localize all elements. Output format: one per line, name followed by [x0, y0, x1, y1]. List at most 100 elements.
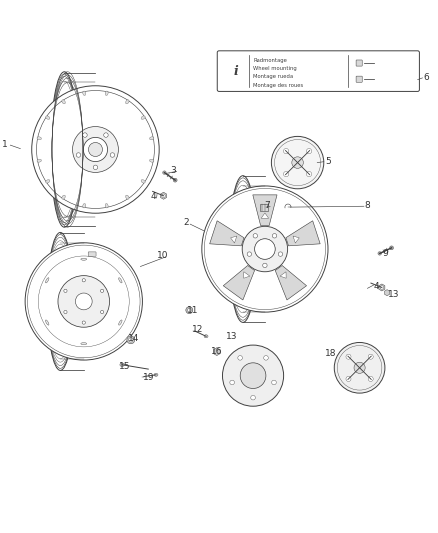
Circle shape: [354, 362, 365, 373]
FancyBboxPatch shape: [261, 204, 268, 211]
Text: Montage rueda: Montage rueda: [253, 75, 293, 79]
Circle shape: [162, 194, 165, 198]
Circle shape: [129, 338, 133, 342]
Circle shape: [223, 345, 284, 406]
Ellipse shape: [141, 180, 145, 183]
Ellipse shape: [126, 195, 129, 199]
Circle shape: [251, 395, 255, 400]
Polygon shape: [230, 236, 237, 243]
Ellipse shape: [149, 159, 154, 162]
Ellipse shape: [110, 153, 115, 157]
Ellipse shape: [154, 373, 158, 376]
Circle shape: [368, 376, 373, 382]
Text: 9: 9: [382, 249, 388, 258]
Ellipse shape: [272, 233, 277, 238]
Ellipse shape: [105, 91, 108, 95]
Ellipse shape: [120, 363, 124, 367]
Text: 10: 10: [156, 251, 168, 260]
Circle shape: [283, 172, 289, 177]
Polygon shape: [160, 192, 166, 199]
Circle shape: [346, 354, 351, 359]
Text: 8: 8: [364, 201, 370, 210]
Text: i: i: [233, 64, 238, 78]
Circle shape: [264, 356, 268, 360]
Text: 6: 6: [424, 74, 429, 83]
Ellipse shape: [278, 252, 283, 256]
Ellipse shape: [73, 126, 118, 173]
Ellipse shape: [263, 263, 267, 268]
Text: 2: 2: [184, 219, 189, 228]
Ellipse shape: [62, 100, 65, 104]
FancyBboxPatch shape: [217, 51, 420, 92]
Ellipse shape: [173, 178, 177, 182]
Circle shape: [283, 149, 289, 154]
Circle shape: [187, 309, 191, 312]
Text: 12: 12: [191, 325, 203, 334]
Ellipse shape: [83, 138, 108, 161]
Text: 16: 16: [211, 347, 223, 356]
Ellipse shape: [149, 137, 154, 140]
Text: Radmontage: Radmontage: [253, 58, 287, 63]
Circle shape: [307, 172, 312, 177]
Ellipse shape: [242, 227, 288, 272]
Polygon shape: [275, 265, 307, 300]
Circle shape: [272, 380, 276, 385]
Ellipse shape: [83, 204, 86, 208]
Text: 4: 4: [373, 281, 379, 290]
Ellipse shape: [100, 289, 104, 293]
Ellipse shape: [105, 204, 108, 208]
Circle shape: [346, 376, 351, 382]
Circle shape: [240, 363, 266, 389]
Ellipse shape: [254, 239, 275, 259]
Text: 1: 1: [2, 140, 8, 149]
Circle shape: [334, 343, 385, 393]
Circle shape: [127, 336, 135, 344]
Ellipse shape: [76, 153, 81, 157]
Ellipse shape: [46, 180, 50, 183]
Text: 11: 11: [187, 305, 198, 314]
Text: 4: 4: [151, 192, 156, 201]
Polygon shape: [385, 289, 390, 296]
Ellipse shape: [119, 320, 122, 325]
Ellipse shape: [141, 116, 145, 119]
Polygon shape: [253, 195, 277, 225]
Ellipse shape: [100, 310, 104, 313]
Ellipse shape: [119, 278, 122, 283]
Polygon shape: [244, 272, 250, 278]
Polygon shape: [210, 221, 244, 246]
Polygon shape: [213, 348, 220, 356]
Ellipse shape: [378, 252, 381, 255]
Ellipse shape: [62, 195, 65, 199]
Text: 18: 18: [325, 349, 336, 358]
Circle shape: [272, 136, 324, 189]
Polygon shape: [286, 221, 320, 246]
Circle shape: [186, 306, 193, 313]
Ellipse shape: [104, 133, 108, 138]
Circle shape: [238, 356, 242, 360]
Ellipse shape: [88, 142, 102, 157]
Circle shape: [368, 354, 373, 359]
Text: Wheel mounting: Wheel mounting: [253, 66, 297, 71]
Ellipse shape: [58, 276, 110, 327]
Polygon shape: [280, 272, 286, 278]
Ellipse shape: [81, 343, 87, 345]
Ellipse shape: [93, 165, 98, 169]
Ellipse shape: [82, 279, 85, 282]
Text: 5: 5: [325, 157, 331, 166]
Ellipse shape: [25, 243, 142, 360]
FancyBboxPatch shape: [356, 60, 362, 66]
Text: 15: 15: [120, 362, 131, 372]
Text: Montage des roues: Montage des roues: [253, 83, 303, 88]
Ellipse shape: [81, 258, 87, 260]
Ellipse shape: [37, 159, 42, 162]
Ellipse shape: [46, 116, 50, 119]
Text: 13: 13: [226, 332, 238, 341]
FancyBboxPatch shape: [356, 76, 362, 82]
Circle shape: [380, 286, 384, 289]
Ellipse shape: [247, 252, 251, 256]
Ellipse shape: [253, 233, 258, 238]
Ellipse shape: [75, 293, 92, 310]
Ellipse shape: [204, 335, 208, 338]
Polygon shape: [293, 236, 299, 243]
Circle shape: [292, 157, 304, 168]
